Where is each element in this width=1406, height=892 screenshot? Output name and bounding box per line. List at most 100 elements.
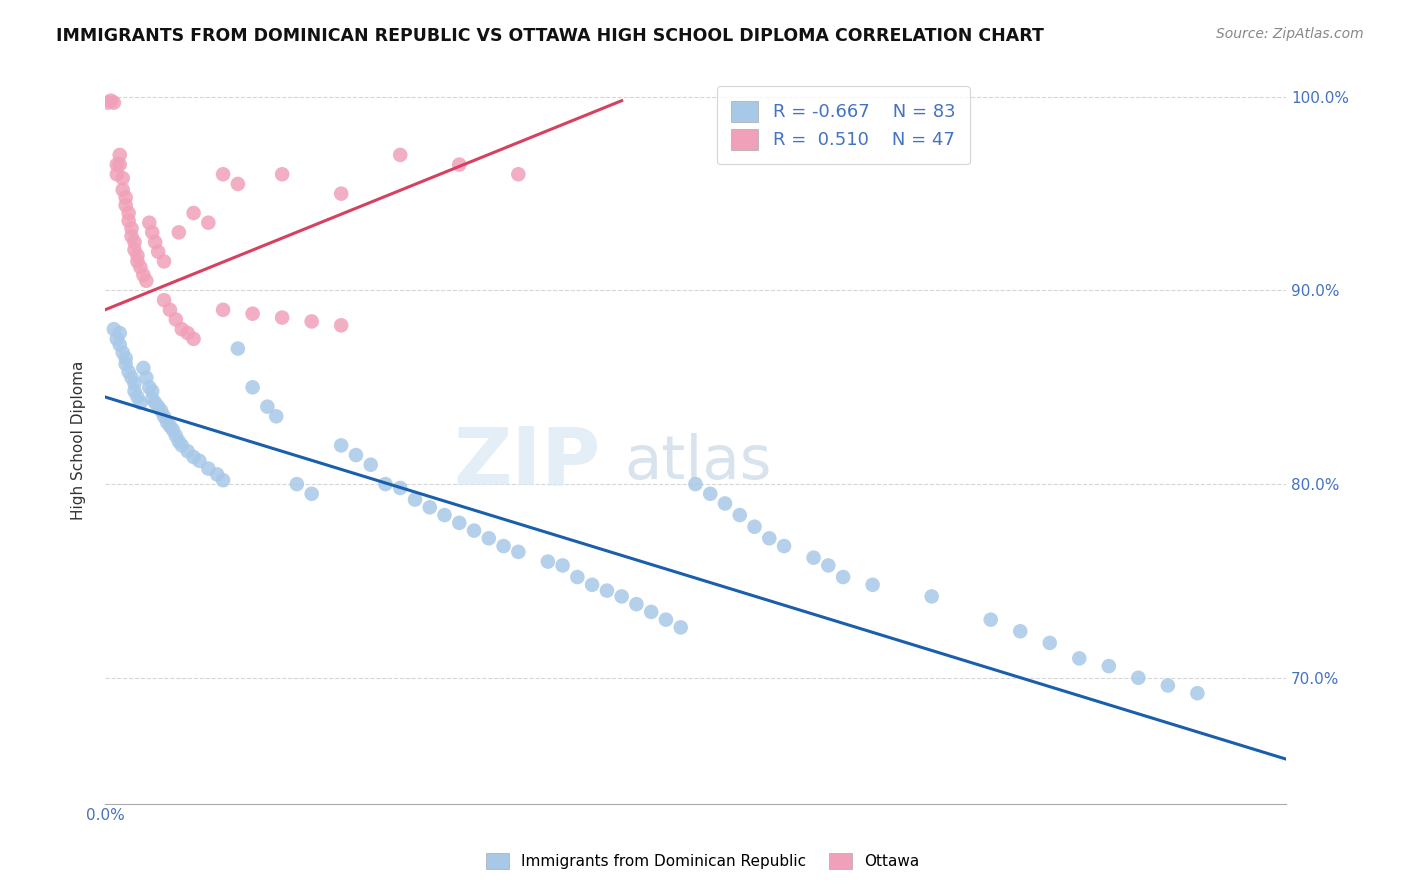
Point <box>508 545 530 559</box>
Point <box>271 310 294 325</box>
Point <box>156 415 179 429</box>
Point <box>141 392 163 406</box>
Point <box>344 448 367 462</box>
Point <box>197 216 219 230</box>
Point <box>205 467 228 482</box>
Point <box>256 400 278 414</box>
Point <box>105 332 128 346</box>
Point <box>301 487 323 501</box>
Point <box>165 428 187 442</box>
Point <box>301 314 323 328</box>
Point <box>124 376 146 391</box>
Point <box>226 342 249 356</box>
Point <box>404 492 426 507</box>
Point <box>105 158 128 172</box>
Point <box>141 225 163 239</box>
Point <box>176 326 198 340</box>
Text: Source: ZipAtlas.com: Source: ZipAtlas.com <box>1216 27 1364 41</box>
Point <box>862 578 884 592</box>
Point <box>212 473 235 487</box>
Point <box>285 477 308 491</box>
Point <box>108 148 131 162</box>
Point <box>744 519 766 533</box>
Point <box>114 357 136 371</box>
Point <box>980 613 1002 627</box>
Point <box>170 438 193 452</box>
Point <box>212 302 235 317</box>
Point <box>117 206 139 220</box>
Point <box>714 496 737 510</box>
Point <box>121 229 143 244</box>
Point <box>803 550 825 565</box>
Point <box>170 322 193 336</box>
Point <box>581 578 603 592</box>
Point <box>551 558 574 573</box>
Point <box>124 235 146 249</box>
Point <box>242 307 264 321</box>
Point <box>1157 678 1180 692</box>
Point <box>138 380 160 394</box>
Point <box>419 500 441 515</box>
Point <box>1187 686 1209 700</box>
Point <box>135 274 157 288</box>
Point <box>492 539 515 553</box>
Point <box>129 260 152 275</box>
Point <box>1039 636 1062 650</box>
Point <box>114 351 136 366</box>
Point <box>478 531 501 545</box>
Point <box>117 213 139 227</box>
Point <box>132 360 155 375</box>
Text: ZIP: ZIP <box>454 424 600 501</box>
Point <box>127 249 149 263</box>
Point <box>114 190 136 204</box>
Point <box>111 345 134 359</box>
Point <box>159 419 181 434</box>
Point <box>103 95 125 110</box>
Point <box>226 177 249 191</box>
Point <box>111 171 134 186</box>
Point <box>138 216 160 230</box>
Point <box>114 198 136 212</box>
Point <box>132 268 155 282</box>
Y-axis label: High School Diploma: High School Diploma <box>72 361 86 520</box>
Point <box>433 508 456 522</box>
Point <box>685 477 707 491</box>
Point <box>127 254 149 268</box>
Point <box>143 396 166 410</box>
Point <box>141 384 163 399</box>
Point <box>449 516 471 530</box>
Text: atlas: atlas <box>624 433 772 491</box>
Point <box>669 620 692 634</box>
Point <box>374 477 396 491</box>
Point <box>728 508 751 522</box>
Point <box>699 487 721 501</box>
Point <box>758 531 780 545</box>
Point <box>389 148 412 162</box>
Point <box>449 158 471 172</box>
Point <box>389 481 412 495</box>
Point <box>271 167 294 181</box>
Point <box>640 605 662 619</box>
Point <box>153 254 176 268</box>
Point <box>121 221 143 235</box>
Point <box>146 400 169 414</box>
Point <box>330 438 353 452</box>
Point <box>330 318 353 333</box>
Point <box>162 423 184 437</box>
Point <box>817 558 839 573</box>
Point <box>153 409 176 424</box>
Point <box>176 444 198 458</box>
Point <box>183 206 205 220</box>
Point <box>117 365 139 379</box>
Point <box>135 370 157 384</box>
Point <box>108 326 131 340</box>
Point <box>1128 671 1150 685</box>
Point <box>1010 624 1032 639</box>
Point <box>143 235 166 249</box>
Point <box>197 461 219 475</box>
Point <box>124 243 146 257</box>
Point <box>167 434 190 449</box>
Point <box>153 293 176 307</box>
Text: IMMIGRANTS FROM DOMINICAN REPUBLIC VS OTTAWA HIGH SCHOOL DIPLOMA CORRELATION CHA: IMMIGRANTS FROM DOMINICAN REPUBLIC VS OT… <box>56 27 1045 45</box>
Point <box>264 409 287 424</box>
